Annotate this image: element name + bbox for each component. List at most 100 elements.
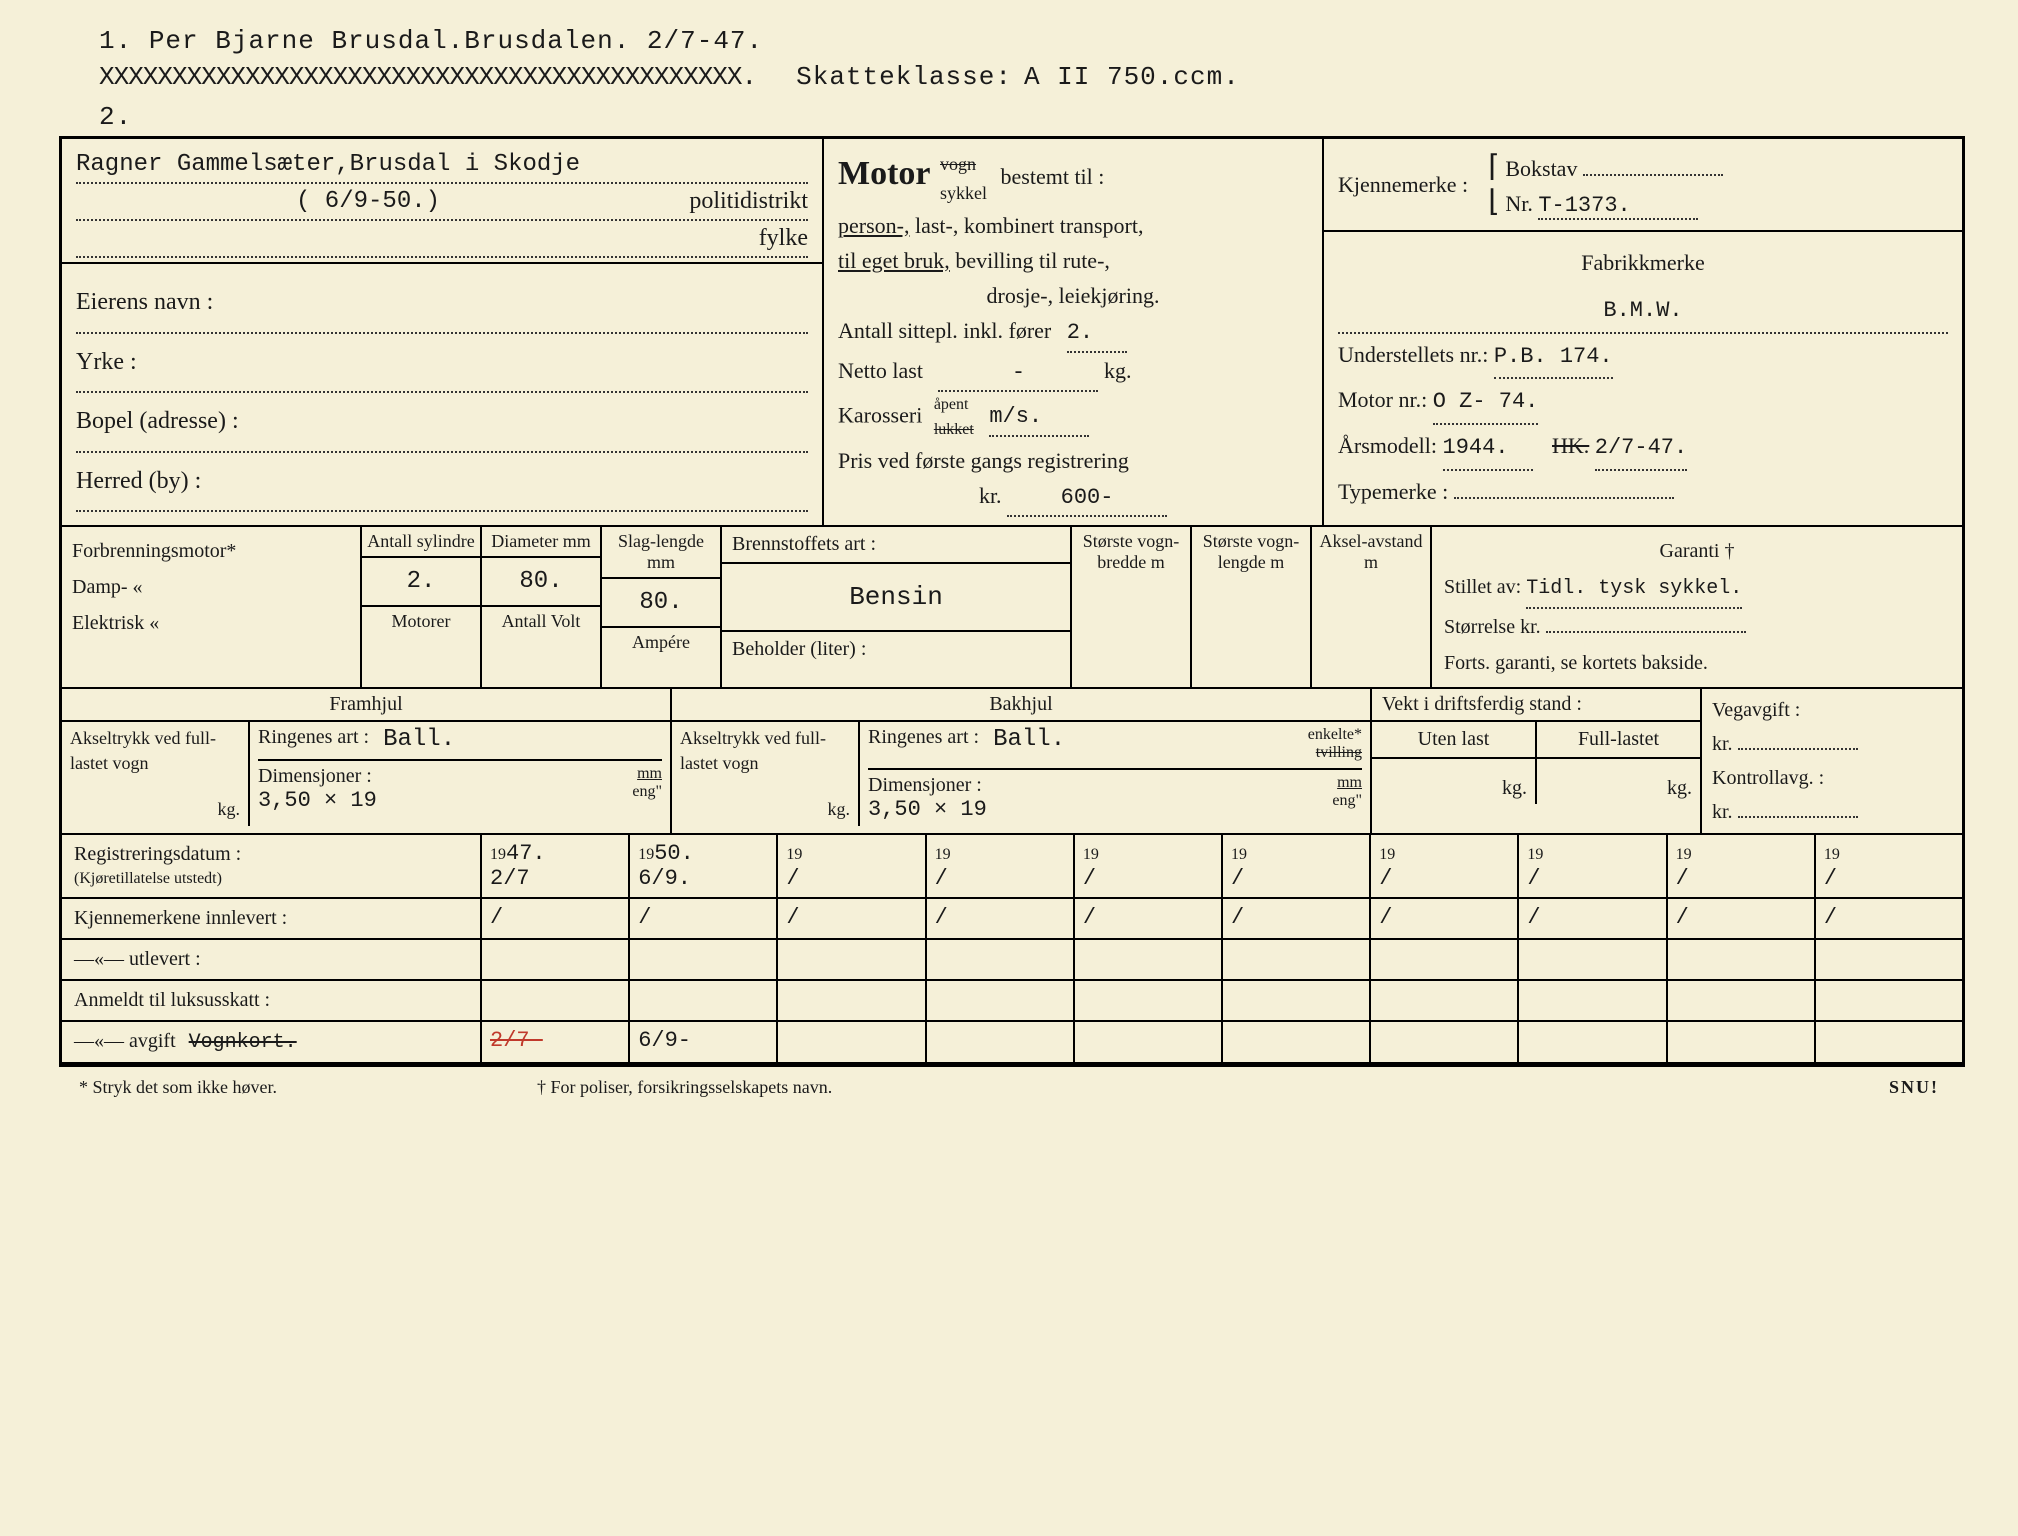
nr-value: T-1373. [1538,193,1698,220]
politi-line-2: ( 6/9-50.) politidistrikt [76,184,808,221]
y4p: 19 [935,846,951,863]
full-kg: kg. [1537,759,1700,804]
under-label: Understellets nr.: [1338,342,1488,367]
aksel-cell: Aksel-avstand m [1312,527,1432,687]
wheels-row: Framhjul Akseltrykk ved full-lastet vogn… [62,689,1962,835]
footer: * Stryk det som ikke høver. † For polise… [59,1067,1959,1108]
i1: / [482,899,630,938]
vekt-box: Vekt i driftsferdig stand : Uten last Fu… [1372,689,1702,833]
stillet-value: Tidl. tysk sykkel. [1526,571,1742,609]
bak-ringes: Ringenes art : Ball. enkelte* tvilling D… [860,722,1370,826]
sykkel-label: sykkel [940,183,987,203]
footnote-poliser: † For poliser, forsikringsselskapets nav… [537,1077,832,1098]
eng-fram: eng" [632,783,662,800]
right-column: Kjennemerke : ⌈ Bokstav ⌊ Nr. T-1373. [1324,139,1962,525]
eier-yrke-label: Yrke : [76,334,137,392]
i5: / [1075,899,1223,938]
motor-box: Motor vogn sykkel bestemt til : person-,… [824,139,1324,525]
framhjul-box: Framhjul Akseltrykk ved full-lastet vogn… [62,689,672,833]
mm-bak: mm [1337,774,1362,791]
elek-label: Elektrisk « [72,605,350,641]
s8: / [1527,866,1540,891]
s9: / [1676,866,1689,891]
footnote-stryk: * Stryk det som ikke høver. [79,1077,277,1098]
fuel-cell: Brennstoffets art : Bensin Beholder (lit… [722,527,1072,687]
y10p: 19 [1824,846,1840,863]
d2: 6/9. [638,866,691,891]
avg-label: —«— avgift [74,1030,176,1052]
entry-1-num: 1. [99,26,132,56]
skatte-label: Skatteklasse: [796,62,1012,92]
s10: / [1824,866,1837,891]
kaross-value: m/s. [989,399,1089,436]
garanti-box: Garanti † Stillet av: Tidl. tysk sykkel.… [1432,527,1962,687]
registration-grid: Registreringsdatum : (Kjøretillatelse ut… [62,835,1962,1064]
y6p: 19 [1231,846,1247,863]
owner-box: Eierens navn : Yrke : Bopel (adresse) : … [62,264,822,522]
s7: / [1379,866,1392,891]
ring-fram-value: Ball. [383,726,455,753]
politi-line-1: Ragner Gammelsæter,Brusdal i Skodje [76,147,808,184]
owner-entry-2-num: 2. [99,102,1959,132]
cyl-cell: Antall sylindre 2. Motorer [362,527,482,687]
vekt-header: Vekt i driftsferdig stand : [1372,689,1700,722]
lengde-header: Største vogn-lengde m [1192,527,1310,577]
i2: / [630,899,778,938]
enkelte-label: enkelte* [1308,726,1362,743]
kaross-lukket: lukket [934,421,974,438]
pris-label: Pris ved første gangs registrering [838,443,1308,478]
under-value: P.B. 174. [1494,336,1613,380]
skatte-value: A II 750.ccm. [1024,62,1240,92]
tvilling-label: tvilling [1316,744,1362,761]
struck-line: XXXXXXXXXXXXXXXXXXXXXXXXXXXXXXXXXXXXXXXX… [99,62,756,92]
y2: 50. [654,841,694,866]
fylke-line: fylke [76,221,808,258]
slag-cell: Slag-lengde mm 80. Ampére [602,527,722,687]
eier-navn-label: Eierens navn : [76,274,213,332]
fram-aksel: Akseltrykk ved full-lastet vogn kg. [62,722,250,826]
ring-label-bak: Ringenes art : [868,726,979,762]
motor-title: Motor [838,155,931,192]
eier-herred-label: Herred (by) : [76,453,201,511]
aksel-kg: kg. [70,797,240,822]
motor-line3: drosje-, leiekjøring. [838,278,1308,313]
i7: / [1371,899,1519,938]
politi-date: ( 6/9-50.) [296,188,440,215]
main-form: Ragner Gammelsæter,Brusdal i Skodje ( 6/… [59,136,1965,1067]
ring-label-fram: Ringenes art : [258,726,369,753]
dim-fram-value: 3,50 × 19 [258,788,377,813]
bak-header: Bakhjul [672,689,1370,722]
brenn-value: Bensin [722,564,1070,630]
garanti-header: Garanti † [1444,533,1950,569]
type-label: Typemerke : [1338,479,1448,504]
uten-kg: kg. [1372,759,1537,804]
y1p: 19 [490,846,506,863]
sittepl-label: Antall sittepl. inkl. fører [838,318,1051,343]
bokstav-label: Bokstav [1505,156,1577,181]
slag-header: Slag-lengde mm [602,527,720,579]
full-label: Full-lastet [1537,722,1700,757]
s5: / [1083,866,1096,891]
fabrikk-box: Fabrikkmerke B.M.W. Understellets nr.: P… [1324,232,1962,523]
registration-card: 1. Per Bjarne Brusdal.Brusdalen. 2/7-47.… [59,26,1959,1108]
utlev-label: —«— utlevert : [62,940,482,979]
politi-label: politidistrikt [689,188,808,215]
vognkort-d2: 6/9- [630,1022,778,1062]
reg-row-utlevert: —«— utlevert : [62,940,1962,981]
i8: / [1519,899,1667,938]
eng-bak: eng" [1332,792,1362,809]
sittepl-value: 2. [1067,315,1127,352]
y7p: 19 [1379,846,1395,863]
engine-type-labels: Forbrenningsmotor* Damp- « Elektrisk « [62,527,362,687]
reg-sub: (Kjøretillatelse utstedt) [74,870,222,887]
eier-bopel-label: Bopel (adresse) : [76,393,239,451]
veg-header: Vegavgift : [1712,693,1952,727]
kjennemerke-box: Kjennemerke : ⌈ Bokstav ⌊ Nr. T-1373. [1324,139,1962,232]
uten-label: Uten last [1372,722,1537,757]
dia-header: Diameter mm [482,527,600,558]
dia-cell: Diameter mm 80. Antall Volt [482,527,602,687]
motor-egetbruk: til eget bruk, [838,248,950,273]
motornr-value: O Z- 74. [1433,381,1539,425]
engine-row: Forbrenningsmotor* Damp- « Elektrisk « A… [62,527,1962,689]
y8p: 19 [1527,846,1543,863]
